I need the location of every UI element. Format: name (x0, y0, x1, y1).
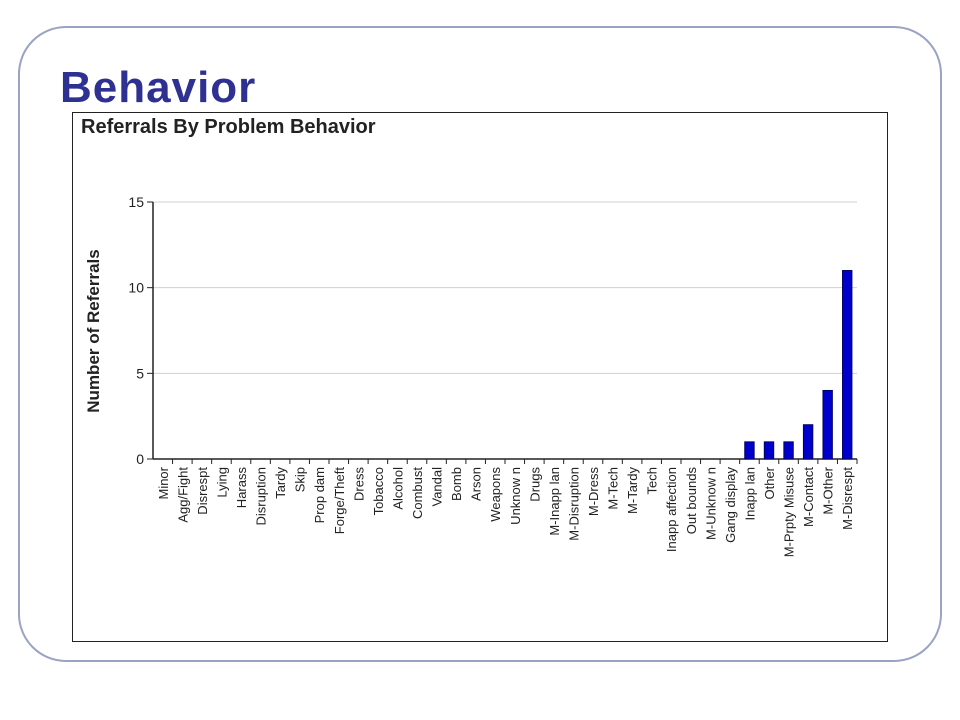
chart-title: Referrals By Problem Behavior (81, 116, 376, 138)
x-tick-label: Unknow n (508, 467, 523, 525)
x-tick-label: M-Unknow n (703, 467, 718, 540)
x-tick-label: Tardy (273, 467, 288, 499)
x-tick-label: Prop dam (312, 467, 327, 523)
x-tick-label: Lying (214, 467, 229, 498)
x-tick-label: Drugs (527, 467, 542, 502)
bar-chart: Referrals By Problem Behavior Number of … (81, 116, 858, 557)
bar-m-disrespt (842, 270, 853, 460)
y-tick-labels: 0 5 10 15 (128, 194, 144, 467)
y-tick-label: 15 (128, 194, 144, 210)
x-tick-label: Forge/Theft (332, 467, 347, 535)
x-tick-labels: Minor Agg/Fight Disrespt Lying Harass Disrupt… (156, 466, 855, 557)
x-tick-label: M-Disruption (566, 467, 581, 541)
bar-m-other (822, 389, 833, 460)
x-tick-label: Minor (156, 466, 171, 499)
x-tick-label: Tech (645, 467, 660, 494)
slide-title: Behavior (60, 63, 257, 112)
x-tick-label: M-Tardy (625, 467, 640, 514)
x-tick-label: M-Contact (801, 467, 816, 527)
axes (147, 201, 858, 464)
y-tick-label: 5 (136, 365, 144, 381)
x-tick-label: Vandal (430, 467, 445, 507)
x-tick-label: Inapp lan (742, 467, 757, 521)
x-tick-label: Disrespt (195, 467, 210, 515)
bar-other (763, 441, 775, 460)
x-tick-label: Other (762, 466, 777, 499)
x-tick-label: Skip (293, 467, 308, 492)
x-tick-label: M-Dress (586, 467, 601, 517)
bar-inapp-lan (744, 441, 755, 460)
gridlines (153, 201, 857, 374)
x-tick-label: Agg/Fight (175, 467, 190, 523)
bars (744, 270, 853, 460)
x-tick-label: Weapons (488, 467, 503, 522)
x-tick-label: Gang display (723, 467, 738, 543)
x-tick-label: Bomb (449, 467, 464, 501)
x-tick-label: Inapp affection (664, 467, 679, 552)
x-tick-label: M-Disrespt (840, 467, 855, 530)
y-tick-label: 10 (128, 280, 144, 296)
x-tick-label: Arson (469, 467, 484, 501)
x-tick-label: Dress (351, 467, 366, 501)
x-tick-label: M-Tech (606, 467, 621, 510)
x-tick-label: Alcohol (390, 467, 405, 510)
x-tick-label: M-Prpty Misuse (782, 467, 797, 557)
bar-m-contact (802, 424, 814, 460)
y-axis-label: Number of Referrals (84, 249, 103, 412)
x-tick-label: Disruption (254, 467, 269, 526)
x-tick-label: Out bounds (684, 467, 699, 535)
bar-m-prpty-misuse (783, 441, 794, 460)
x-tick-label: M-Other (821, 466, 836, 514)
x-tick-label: Combust (410, 467, 425, 519)
x-tick-label: M-Inapp lan (547, 467, 562, 536)
x-tick-label: Tobacco (371, 467, 386, 515)
chart-panel: Referrals By Problem Behavior Number of … (72, 112, 888, 642)
x-tick-label: Harass (234, 467, 249, 509)
y-tick-label: 0 (136, 451, 144, 467)
